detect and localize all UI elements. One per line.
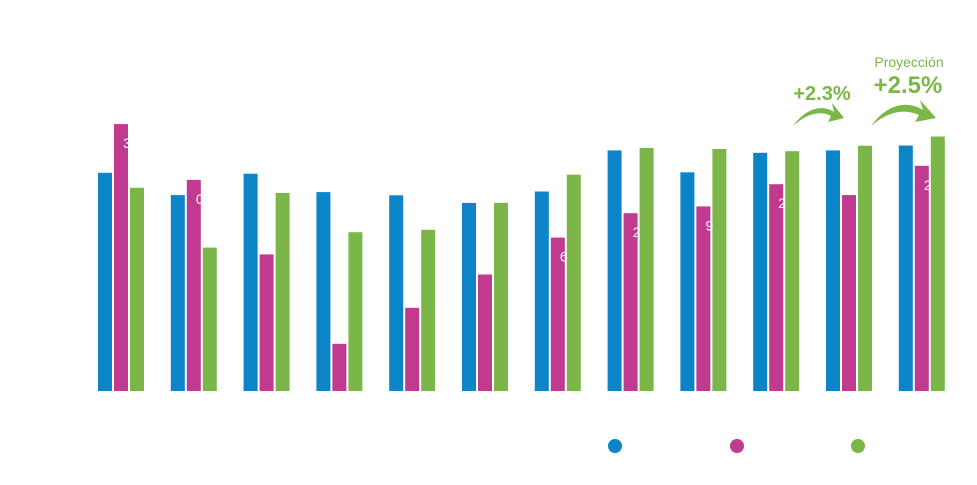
bar-g3-s2 xyxy=(259,254,274,391)
bar-g11-s2 xyxy=(842,195,856,391)
bar-g8-s3 xyxy=(639,147,654,391)
bar-g12-s2 xyxy=(914,165,929,391)
bar-g12-s1 xyxy=(898,145,913,391)
bar-g4-s2 xyxy=(332,343,347,391)
bar-g2-s3 xyxy=(202,247,217,391)
bar-g8-s1 xyxy=(607,150,622,391)
bar-g1-s3 xyxy=(130,187,144,392)
data-label-g1: 3 xyxy=(123,135,131,151)
growth-arrow-2-icon xyxy=(871,100,936,126)
bar-g4-s1 xyxy=(316,192,331,391)
growth-annotation-2: Proyección +2.5% xyxy=(871,54,944,126)
data-label-g9: 9 xyxy=(706,217,714,233)
bar-g11-s1 xyxy=(826,150,840,391)
bar-g7-s3 xyxy=(566,174,581,391)
bar-g9-s3 xyxy=(712,149,727,391)
data-label-g2: 0 xyxy=(196,191,204,207)
bar-g2-s2 xyxy=(186,179,201,391)
bar-g2-s1 xyxy=(170,195,185,391)
bar-g6-s2 xyxy=(478,274,492,391)
bar-g5-s1 xyxy=(389,195,404,391)
data-label-g10: 2 xyxy=(778,195,786,211)
growth-label-1: +2.3% xyxy=(793,83,850,105)
bar-g4-s3 xyxy=(348,232,363,391)
bar-g9-s1 xyxy=(680,172,695,391)
growth-arrow-1-icon xyxy=(793,103,844,126)
legend xyxy=(608,439,865,453)
bar-g12-s3 xyxy=(930,136,945,391)
bar-g8-s2 xyxy=(623,213,638,391)
bar-g5-s2 xyxy=(405,307,420,391)
bar-g7-s1 xyxy=(534,191,549,391)
bar-g6-s1 xyxy=(462,202,476,391)
legend-marker-series-2 xyxy=(730,439,744,453)
data-label-g12: 2 xyxy=(924,177,932,193)
bars-group xyxy=(98,124,945,392)
growth-annotation-1: +2.3% xyxy=(793,83,851,126)
bar-g11-s3 xyxy=(858,145,872,391)
bar-g1-s2 xyxy=(114,124,128,391)
bar-g9-s2 xyxy=(696,206,711,391)
bar-g3-s1 xyxy=(243,173,258,391)
bar-g1-s1 xyxy=(98,172,112,391)
bar-g7-s2 xyxy=(550,237,565,391)
projection-label: Proyección xyxy=(874,54,943,70)
bar-g10-s1 xyxy=(753,152,768,391)
bar-g10-s3 xyxy=(785,151,800,391)
data-labels-group: 3 0 6 2 9 2 2 xyxy=(123,135,932,265)
legend-marker-series-3 xyxy=(851,439,865,453)
bar-g5-s3 xyxy=(421,229,436,391)
bar-g3-s3 xyxy=(275,192,290,391)
bar-g10-s2 xyxy=(769,184,784,391)
growth-label-2: +2.5% xyxy=(874,72,943,99)
data-label-g7: 6 xyxy=(560,249,568,265)
data-label-g8: 2 xyxy=(633,224,641,240)
bar-g6-s3 xyxy=(494,202,508,391)
legend-marker-series-1 xyxy=(608,439,622,453)
